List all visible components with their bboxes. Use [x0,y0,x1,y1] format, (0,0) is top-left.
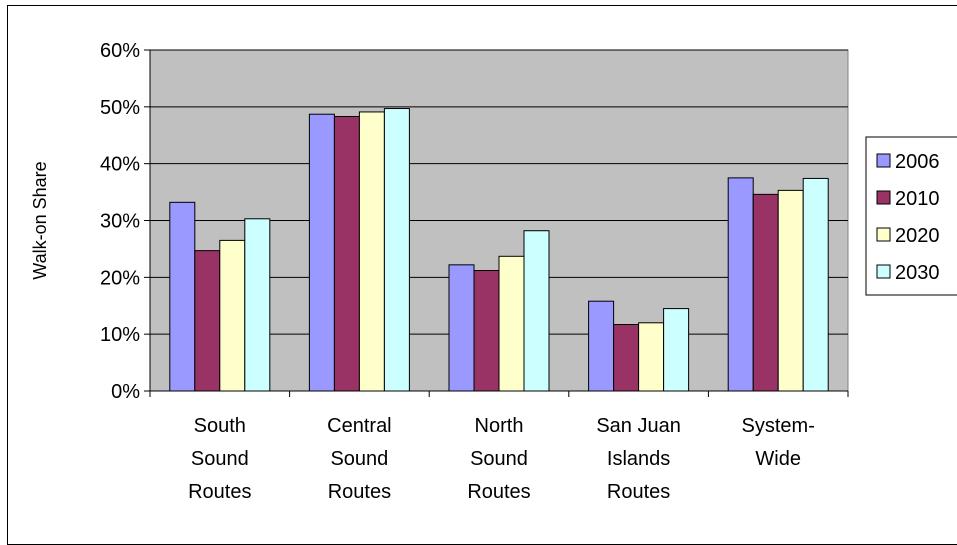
plot-area [149,49,849,392]
bar-2010-1 [333,115,360,392]
bar-2010-3 [613,324,640,392]
legend: 2006 2010 2020 2030 [865,136,957,296]
bar-2020-2 [498,255,525,392]
y-tick-label: 60% [100,40,140,62]
legend-label: 2020 [895,225,940,247]
bar-2020-3 [638,322,665,392]
bar-2030-4 [802,177,829,392]
legend-swatch [876,227,891,242]
legend-swatch [876,190,891,205]
x-category-label: San Juan Islands Routes [596,415,681,503]
y-axis-title: Walk-on Share [30,161,50,279]
bar-2010-0 [194,250,221,392]
y-tick-label: 50% [100,97,140,119]
bar-2006-3 [588,300,615,392]
bar-2020-0 [219,239,246,392]
x-category-label: System-Wide [742,415,815,470]
x-category-label: North Sound Routes [467,415,530,503]
x-category-label: Central Sound Routes [327,415,391,503]
bar-2006-4 [727,177,754,392]
x-category-label: South Sound Routes [188,415,251,503]
y-tick-label: 30% [100,211,140,233]
bar-2030-1 [383,108,410,392]
bar-2030-3 [663,308,690,392]
bar-2020-1 [358,111,385,392]
legend-label: 2006 [895,151,940,173]
bar-2020-4 [777,189,804,392]
bar-2006-0 [169,201,196,392]
axes: 0% 10% 20% 30% 40% 50% 60% South Sound Routes Cent… [30,40,849,503]
bar-2010-2 [473,270,500,392]
bar-2030-0 [244,218,271,392]
y-tick-label: 20% [100,267,140,289]
y-tick-label: 10% [100,324,140,346]
bar-2030-2 [523,230,550,392]
bar-2010-4 [752,193,779,392]
y-tick-label: 40% [100,154,140,176]
y-tick-label: 0% [111,381,140,403]
bar-2006-2 [448,264,475,392]
legend-swatch [876,153,891,168]
legend-swatch [876,264,891,279]
legend-label: 2010 [895,188,940,210]
bar-2006-1 [308,113,335,392]
legend-label: 2030 [895,262,940,284]
